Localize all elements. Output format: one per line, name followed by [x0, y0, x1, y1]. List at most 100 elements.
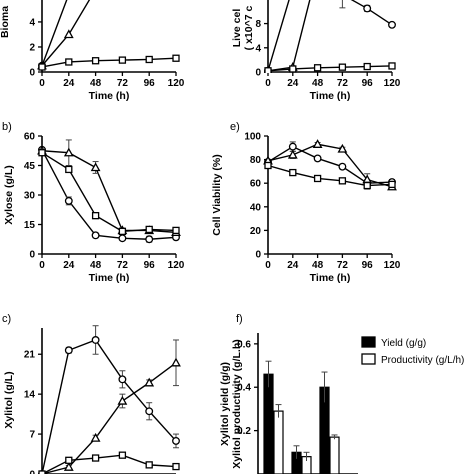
data-point-square [264, 161, 272, 170]
data-point-square [91, 454, 100, 462]
data-point-square [289, 65, 297, 73]
x-tick-label: 48 [312, 260, 324, 271]
series-line-triangle [41, 362, 177, 474]
y-tick-label: 15 [24, 220, 36, 231]
series-line-circle [267, 0, 393, 71]
data-point-square [65, 58, 73, 66]
y-tick-label: 0 [255, 250, 261, 261]
data-point-triangle [287, 149, 298, 159]
data-point-triangle [63, 462, 74, 471]
data-point-circle [388, 20, 396, 29]
data-point-square [145, 225, 153, 234]
series-line-triangle [267, 0, 311, 72]
x-tick-label: 24 [287, 78, 299, 89]
x-tick-label: 72 [117, 78, 129, 89]
y-tick-label: 4 [29, 17, 35, 28]
x-axis-title: Time (h) [89, 90, 130, 102]
data-point-square [118, 227, 127, 236]
data-point-square [388, 62, 396, 70]
x-tick-label: 96 [362, 78, 374, 89]
bar-productivity [329, 436, 340, 474]
series-line-square [41, 57, 177, 68]
data-point-square [172, 226, 180, 235]
y-tick-label: 0 [255, 68, 261, 79]
x-tick-label: 24 [287, 260, 299, 271]
x-tick-label: 120 [384, 260, 401, 271]
data-point-square [289, 168, 297, 177]
y-tick-label: 2 [29, 42, 35, 53]
plot-area [263, 139, 397, 191]
plot-area [37, 0, 180, 71]
x-tick-label: 48 [90, 260, 102, 271]
y-tick-label: 0.6 [237, 339, 251, 350]
data-point-circle [313, 154, 322, 163]
y-tick-label: 4 [255, 43, 261, 54]
x-tick-label: 0 [39, 260, 45, 271]
x-axis-title: Time (h) [310, 272, 351, 284]
series-line-square [41, 454, 177, 474]
data-point-square [313, 174, 322, 183]
y-axis-title: Xylitol yield (g/g) [219, 362, 231, 446]
y-axis-title: Xylose (g/L) [3, 165, 15, 225]
data-point-triangle [117, 395, 128, 405]
y-tick-label: 0 [29, 250, 35, 261]
data-point-square [91, 211, 100, 220]
y-tick-label: 40 [250, 202, 262, 213]
y-tick-label: 0.2 [237, 426, 251, 437]
panel-e: e) 0 20 40 60 80 100 0 24 48 72 96 120 Time (h) Cell V… [211, 121, 401, 284]
data-point-circle [363, 4, 372, 13]
data-point-square [363, 62, 371, 71]
series-line-triangle [267, 143, 393, 188]
data-point-circle [145, 235, 154, 244]
data-point-square [118, 451, 127, 459]
series-line-triangle [41, 0, 91, 67]
x-tick-label: 48 [312, 78, 324, 89]
data-point-square [172, 54, 180, 62]
x-tick-label: 0 [265, 260, 271, 271]
x-axis-title: Time (h) [310, 90, 351, 102]
data-point-square [313, 64, 322, 72]
data-point-square [38, 470, 46, 474]
x-tick-label: 120 [168, 260, 185, 271]
y-tick-label: 100 [244, 132, 261, 143]
x-tick-label: 120 [168, 78, 185, 89]
series-line-square [267, 65, 393, 72]
y-tick-label: 45 [24, 161, 36, 172]
data-point-square [388, 180, 396, 189]
data-point-square [91, 57, 100, 65]
bar-productivity [273, 410, 284, 474]
panel-label-c: c) [2, 313, 11, 325]
data-point-circle [118, 375, 127, 384]
data-point-square [338, 177, 347, 185]
data-point-circle [64, 196, 73, 205]
data-point-circle [145, 407, 154, 416]
series-line-square [41, 152, 177, 233]
y-tick-label: 20 [250, 226, 262, 237]
data-point-square [38, 63, 46, 71]
data-point-square [264, 67, 272, 73]
y-tick-label: 30 [24, 191, 36, 202]
y-tick-label: 0.4 [237, 383, 251, 394]
data-point-square [363, 181, 371, 190]
data-point-circle [91, 231, 100, 240]
data-point-square [65, 165, 73, 174]
data-point-triangle [171, 357, 181, 367]
y-tick-label: 60 [250, 179, 262, 190]
legend-swatch [361, 353, 376, 365]
y-axis-title-2: ( x10^7 c [243, 6, 255, 51]
x-tick-label: 96 [144, 260, 156, 271]
x-tick-label: 96 [362, 260, 374, 271]
data-point-square [65, 456, 73, 464]
data-point-triangle [90, 162, 101, 172]
y-axis-title-2: Xylitol productivity (g/L.h) [231, 339, 243, 469]
data-point-circle [338, 162, 347, 171]
legend: Yield (g/g) Productivity (g/L/h) [361, 336, 464, 366]
data-point-triangle [337, 143, 348, 153]
panel-f: f) 0.2 0.4 0.6 Xylitol yield (g/g) Xylitol pr… [219, 313, 464, 474]
x-tick-label: 0 [39, 78, 45, 89]
x-tick-label: 120 [384, 78, 401, 89]
legend-entry: Yield (g/g) [381, 338, 426, 349]
data-point-square [38, 149, 46, 157]
panel-label-e: e) [230, 121, 240, 133]
